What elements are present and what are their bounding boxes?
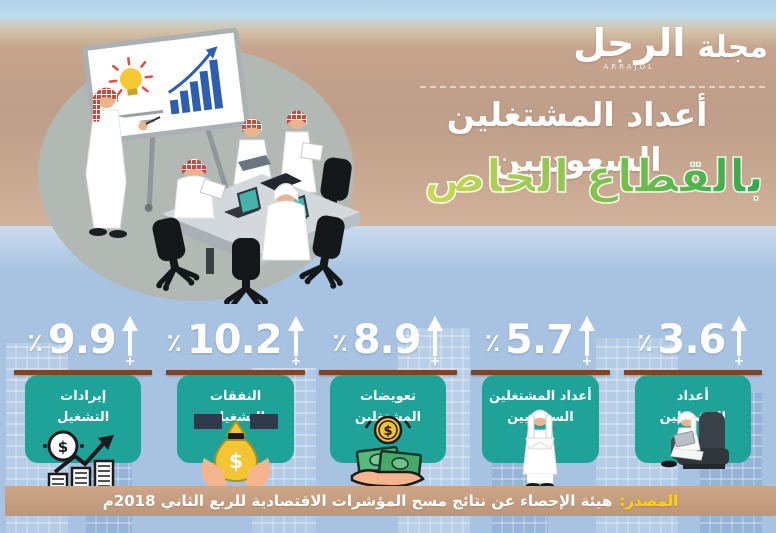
svg-text:$: $ <box>383 424 392 439</box>
magazine-logo: مجلة الرجل ARRAJOL <box>468 24 768 71</box>
stat-number: 9.9 <box>47 317 117 363</box>
up-arrow-icon <box>426 316 444 366</box>
page-title: أعداد المشتغلين السعوديين <box>446 95 708 179</box>
stat-operating-revenues: ٪ 9.9 إيرادات التشغيل $ <box>13 316 153 494</box>
percent-sign: ٪ <box>166 328 182 357</box>
stat-label: إيرادات التشغيل <box>57 389 110 426</box>
arrajol-logo: الرجل ARRAJOL <box>573 21 686 71</box>
seated-man-figure <box>173 159 227 219</box>
money-bag-icon: $ <box>193 414 278 496</box>
standing-man-figure <box>233 118 273 185</box>
source-text: هيئة الإحصاء عن نتائج مسح المؤشرات الاقت… <box>102 492 613 510</box>
stat-number: 5.7 <box>505 317 574 363</box>
hand-cash-icon: $ <box>346 414 430 494</box>
stat-card: إيرادات التشغيل <box>24 375 142 463</box>
percent-sign: ٪ <box>27 328 43 357</box>
stat-saudi-workers: ٪ 5.7 أعداد المشتغلين السعوديين <box>471 316 610 494</box>
svg-text:$: $ <box>58 438 68 456</box>
source-bar: المصدر: هيئة الإحصاء عن نتائج مسح المؤشر… <box>5 486 776 516</box>
up-arrow-icon <box>287 316 305 366</box>
stat-value: ٪ 10.2 <box>166 316 304 368</box>
stat-value: ٪ 5.7 <box>471 316 609 368</box>
meeting-illustration <box>34 22 366 304</box>
whiteboard <box>82 27 250 212</box>
stat-value: ٪ 9.9 <box>14 316 152 368</box>
percent-sign: ٪ <box>484 328 501 357</box>
page-subtitle: بالقطاع الخاص <box>420 147 768 207</box>
svg-text:$: $ <box>229 449 243 473</box>
logo-caption-text: ARRAJOL <box>603 63 655 71</box>
card-hanger-bar <box>13 370 153 375</box>
presenter-figure <box>85 87 161 238</box>
logo-name-text: الرجل <box>573 21 686 65</box>
up-arrow-icon <box>578 316 596 366</box>
card-hanger-bar <box>318 370 458 375</box>
stat-number: 8.9 <box>352 317 422 363</box>
saudi-man-icon <box>512 406 568 494</box>
source-label: المصدر: <box>619 492 679 510</box>
stat-number: 3.6 <box>657 317 727 363</box>
dashed-divider <box>420 86 765 88</box>
stats-row: ٪ 3.6 أعداد المشتغلين <box>13 316 762 494</box>
stat-operating-expenses: ٪ 10.2 النفقات التشغيلية <box>166 316 305 492</box>
stat-value: ٪ 8.9 <box>319 316 457 368</box>
card-hanger-bar <box>623 370 762 375</box>
up-arrow-icon <box>730 316 748 366</box>
card-hanger-bar <box>471 370 610 375</box>
logo-prefix-text: مجلة <box>697 30 768 65</box>
stat-number: 10.2 <box>186 317 283 363</box>
seated-man-back-figure <box>261 183 311 261</box>
meeting-scene-graphic <box>38 27 366 304</box>
percent-sign: ٪ <box>637 328 653 357</box>
card-hanger-bar <box>166 370 305 375</box>
up-arrow-icon <box>121 316 139 366</box>
stat-value: ٪ 3.6 <box>624 316 762 368</box>
stat-total-workers: ٪ 3.6 أعداد المشتغلين <box>623 316 762 492</box>
stat-workers-compensation: ٪ 8.9 تعويضات المشتغلين $ <box>318 316 458 494</box>
percent-sign: ٪ <box>332 328 348 357</box>
seated-man-laptop-icon <box>647 406 739 484</box>
